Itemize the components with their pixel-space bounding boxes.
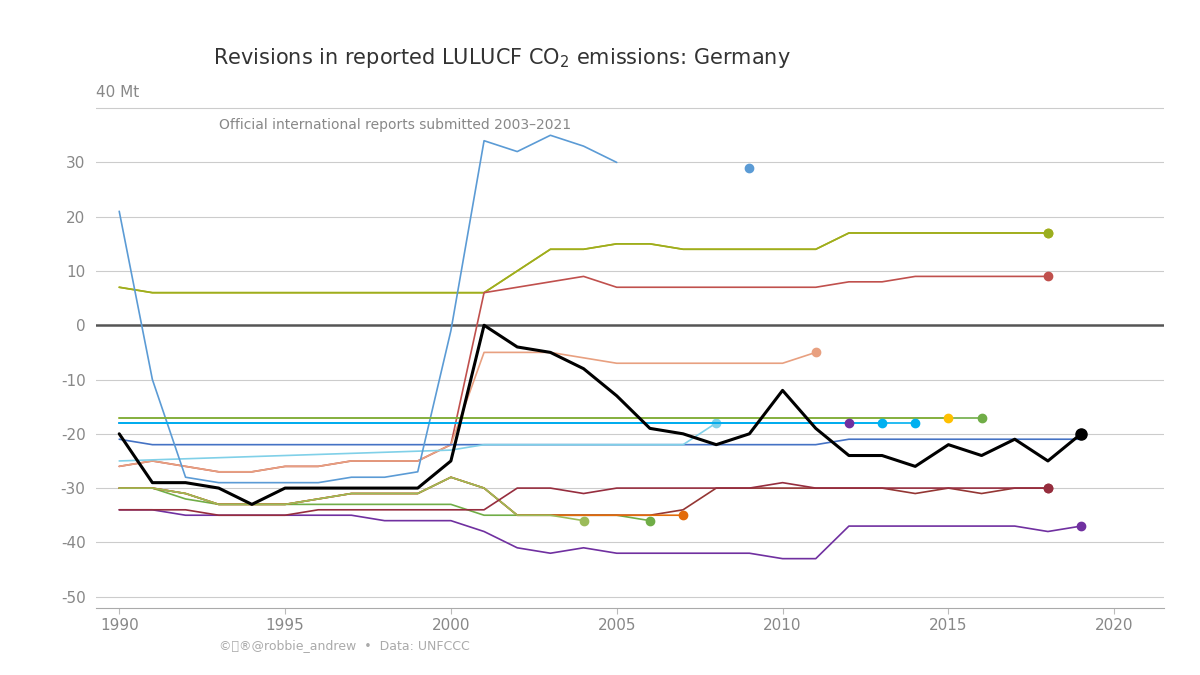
Text: Revisions in reported LULUCF CO$_2$ emissions: Germany: Revisions in reported LULUCF CO$_2$ emis…	[214, 47, 791, 70]
Text: ©ⓘ®@robbie_andrew  •  Data: UNFCCC: ©ⓘ®@robbie_andrew • Data: UNFCCC	[218, 639, 469, 652]
Text: 40 Mt: 40 Mt	[96, 85, 139, 100]
Text: Official international reports submitted 2003–2021: Official international reports submitted…	[218, 118, 571, 132]
